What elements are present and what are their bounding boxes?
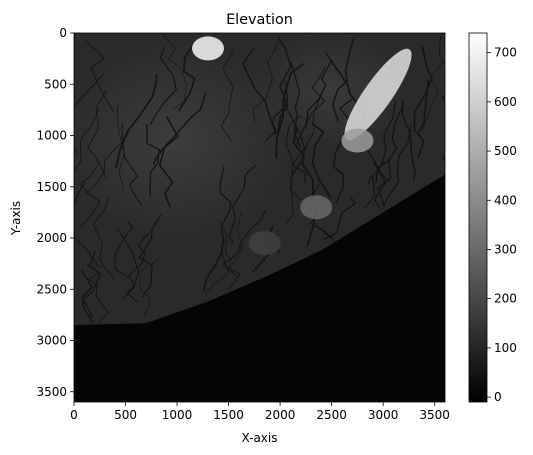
elevation-feature <box>300 195 332 219</box>
colorbar-tick-label: 0 <box>494 390 502 404</box>
colorbar-tick-label: 200 <box>494 292 517 306</box>
x-axis-label: X-axis <box>242 431 278 445</box>
y-tick-label: 0 <box>59 26 67 40</box>
colorbar-tick-label: 100 <box>494 341 517 355</box>
colorbar-ticks: 0 100 200 300 400 500 600 700 <box>487 46 517 404</box>
x-tick-label: 2500 <box>316 408 347 422</box>
x-axis-ticks: 0 500 1000 1500 2000 2500 3000 3500 <box>70 402 450 422</box>
elevation-feature <box>249 231 281 255</box>
y-tick-label: 1500 <box>36 180 67 194</box>
colorbar-tick-label: 400 <box>494 193 517 207</box>
chart-title: Elevation <box>226 12 293 28</box>
x-tick-label: 500 <box>114 408 137 422</box>
x-tick-label: 3500 <box>419 408 450 422</box>
x-tick-label: 1500 <box>213 408 244 422</box>
elevation-feature <box>341 129 373 153</box>
heatmap-area <box>55 30 459 402</box>
y-tick-label: 1000 <box>36 129 67 143</box>
x-tick-label: 3000 <box>368 408 399 422</box>
y-tick-label: 2000 <box>36 231 67 245</box>
y-axis-label: Y-axis <box>9 201 23 236</box>
colorbar <box>469 33 487 402</box>
elevation-feature <box>192 36 224 60</box>
y-tick-label: 500 <box>44 77 67 91</box>
x-tick-label: 1000 <box>162 408 193 422</box>
x-tick-label: 0 <box>70 408 78 422</box>
x-tick-label: 2000 <box>265 408 296 422</box>
y-tick-label: 2500 <box>36 282 67 296</box>
y-tick-label: 3500 <box>36 385 67 399</box>
colorbar-tick-label: 500 <box>494 144 517 158</box>
colorbar-tick-label: 700 <box>494 46 517 60</box>
y-axis-ticks: 0 500 1000 1500 2000 2500 3000 3500 <box>36 26 74 399</box>
colorbar-tick-label: 300 <box>494 242 517 256</box>
colorbar-tick-label: 600 <box>494 95 517 109</box>
y-tick-label: 3000 <box>36 334 67 348</box>
